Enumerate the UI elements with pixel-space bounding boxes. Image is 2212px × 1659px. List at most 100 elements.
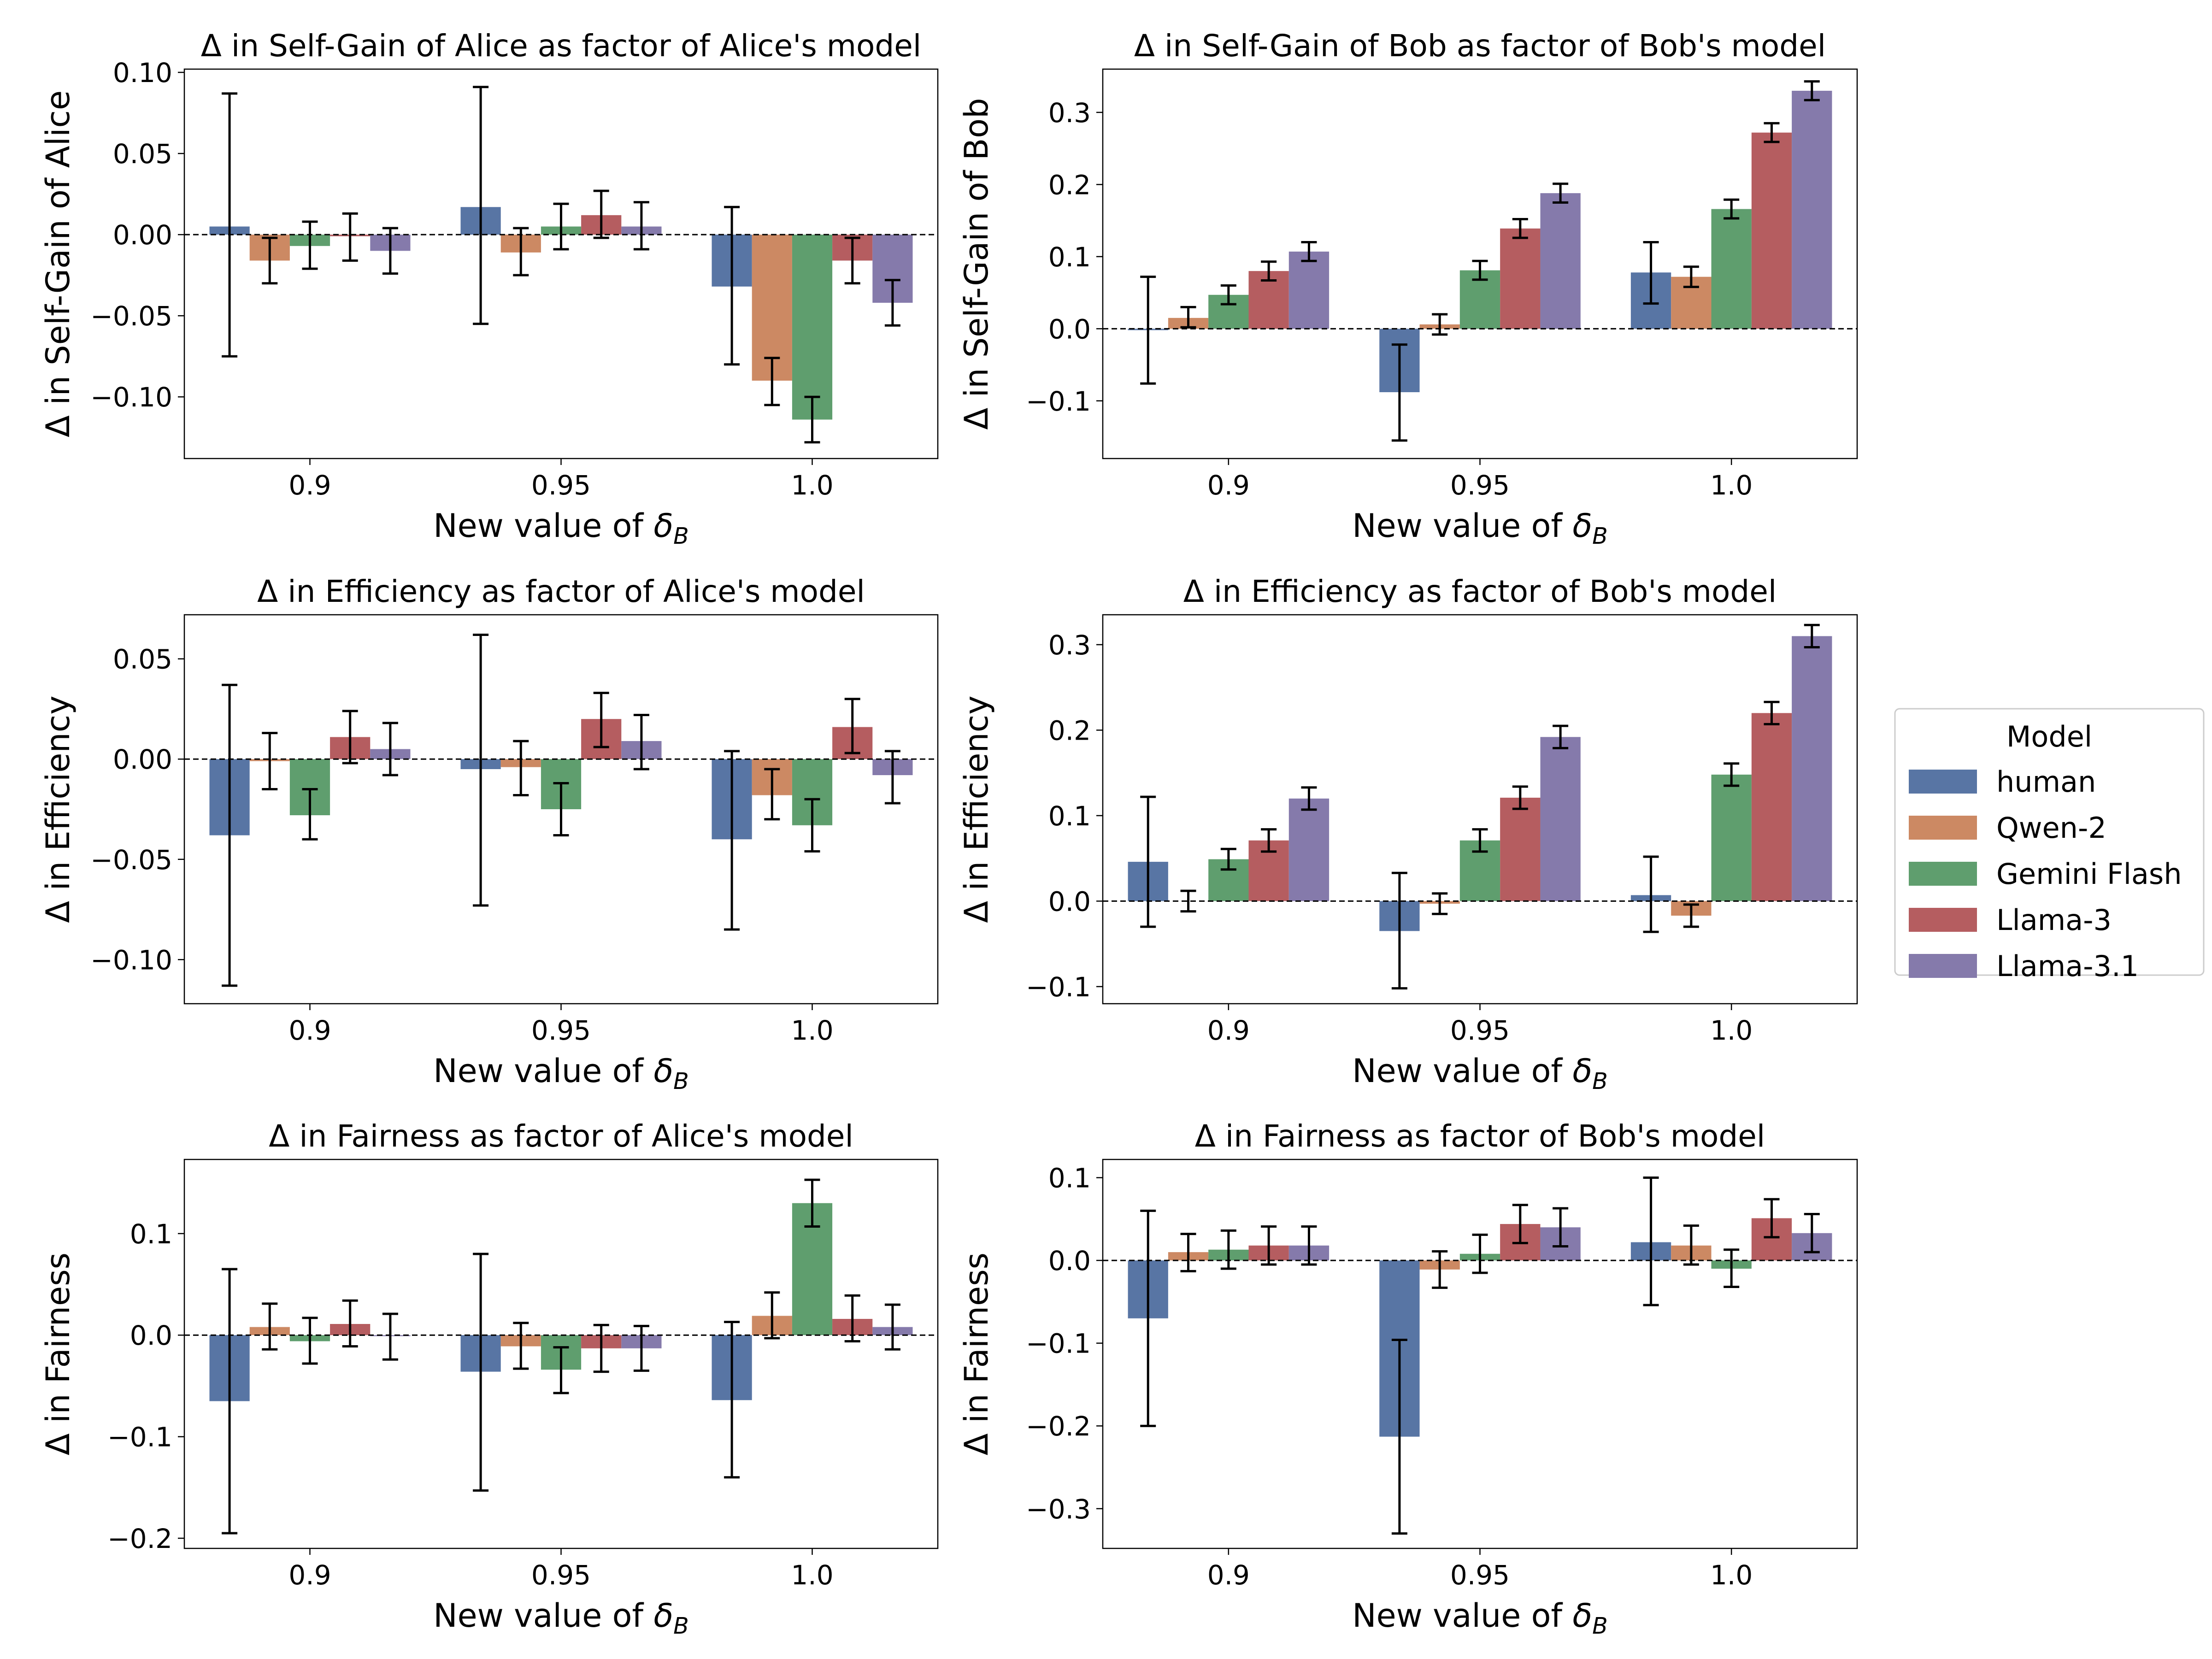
bar (1751, 713, 1792, 901)
legend-title: Model (2006, 720, 2092, 753)
chart-panel-5: Δ in Fairness as factor of Alice's model… (39, 1118, 939, 1639)
x-tick-label: 1.0 (1710, 1559, 1753, 1591)
chart-title: Δ in Fairness as factor of Bob's model (1195, 1118, 1765, 1154)
series-llama-3-1 (1288, 80, 1832, 329)
y-tick-label: 0.10 (113, 57, 172, 88)
bar (1500, 797, 1541, 901)
y-tick-label: −0.3 (1026, 1494, 1091, 1525)
y-tick-label: −0.1 (107, 1422, 172, 1453)
y-tick-label: 0.0 (1048, 1245, 1091, 1277)
chart-panel-4: Δ in Efficiency as factor of Bob's model… (958, 574, 1858, 1094)
y-tick-label: 0.00 (113, 744, 172, 775)
series-llama-3-1 (370, 714, 913, 805)
series-qwen-2 (1180, 889, 1712, 928)
series-human (1128, 1177, 1671, 1535)
chart-panel-6: Δ in Fairness as factor of Bob's model −0… (958, 1118, 1858, 1639)
x-axis-label: New value of δB (433, 507, 689, 549)
y-axis-label: Δ in Self-Gain of Bob (958, 98, 995, 430)
x-tick-label: 0.95 (1450, 1559, 1510, 1591)
x-tick-label: 1.0 (1710, 1015, 1753, 1046)
series-human (1128, 241, 1671, 442)
y-axis-label: Δ in Efficiency (39, 695, 77, 923)
y-tick-label: −0.1 (1026, 971, 1091, 1003)
bar (1711, 774, 1752, 901)
x-tick-label: 1.0 (791, 1015, 833, 1046)
x-axis-label: New value of δB (1352, 1597, 1608, 1639)
legend-label: Gemini Flash (1996, 857, 2182, 891)
x-axis-label: New value of δB (433, 1052, 689, 1094)
series-qwen-2 (1168, 265, 1712, 336)
x-tick-label: 0.9 (1207, 1559, 1250, 1591)
x-tick-label: 0.9 (288, 1015, 331, 1046)
y-tick-label: 0.1 (1048, 800, 1091, 832)
series-llama-3-1 (1288, 1207, 1832, 1266)
series-qwen-2 (249, 1291, 792, 1370)
y-tick-label: 0.05 (113, 644, 172, 675)
bar (1500, 228, 1541, 329)
x-tick-label: 0.95 (531, 1015, 591, 1046)
series-gemini-flash (1208, 198, 1752, 329)
y-tick-label: 0.3 (1048, 629, 1091, 661)
y-tick-label: −0.10 (90, 944, 172, 976)
chart-title: Δ in Efficiency as factor of Bob's model (1183, 574, 1777, 609)
y-tick-label: 0.1 (1048, 1163, 1091, 1194)
y-tick-label: 0.1 (130, 1218, 172, 1250)
y-tick-label: −0.1 (1026, 386, 1091, 417)
legend-label: Llama-3 (1996, 903, 2112, 937)
y-tick-label: −0.10 (90, 382, 172, 413)
y-tick-label: −0.05 (90, 300, 172, 332)
series-llama-3 (330, 692, 873, 765)
chart-panels: Δ in Self-Gain of Alice as factor of Ali… (39, 28, 1858, 1639)
y-tick-label: −0.05 (90, 844, 172, 876)
x-axis-label: New value of δB (1352, 1052, 1608, 1094)
bar (1792, 636, 1832, 901)
x-tick-label: 0.9 (1207, 1015, 1250, 1046)
series-human (209, 634, 752, 987)
y-axis-label: Δ in Self-Gain of Alice (39, 90, 77, 437)
legend-swatch (1909, 816, 1977, 840)
x-tick-label: 0.95 (531, 470, 591, 501)
series-llama-3-1 (370, 1303, 913, 1372)
chart-title: Δ in Efficiency as factor of Alice's mod… (257, 574, 865, 609)
series-llama-3-1 (370, 201, 913, 327)
chart-title: Δ in Self-Gain of Bob as factor of Bob's… (1134, 28, 1826, 64)
y-tick-label: 0.00 (113, 219, 172, 251)
series-llama-3 (1248, 1198, 1792, 1266)
y-tick-label: −0.1 (1026, 1328, 1091, 1359)
series-llama-3 (330, 189, 873, 285)
bar (792, 235, 833, 420)
bar (1540, 737, 1581, 901)
series-human (209, 1253, 752, 1535)
legend-label: human (1996, 765, 2096, 799)
series-llama-3 (330, 1294, 873, 1373)
bar (1711, 209, 1752, 329)
series-gemini-flash (289, 1178, 833, 1394)
series-gemini-flash (289, 202, 833, 444)
series-llama-3 (1248, 122, 1792, 329)
series-gemini-flash (1208, 1229, 1752, 1288)
series-qwen-2 (1168, 1224, 1712, 1289)
series-gemini-flash (289, 759, 833, 853)
x-tick-label: 1.0 (791, 1559, 833, 1591)
bar (1751, 132, 1792, 329)
legend-label: Llama-3.1 (1996, 949, 2139, 983)
legend-swatch (1909, 770, 1977, 794)
plot-frame (1102, 1159, 1858, 1549)
series-qwen-2 (249, 227, 792, 406)
x-tick-label: 0.95 (1450, 1015, 1510, 1046)
legend-swatch (1909, 954, 1977, 978)
series-human (209, 86, 752, 366)
series-qwen-2 (249, 732, 792, 821)
series-llama-3 (1248, 700, 1792, 901)
bar (752, 235, 792, 381)
bar (1792, 90, 1832, 329)
chart-panel-2: Δ in Self-Gain of Bob as factor of Bob's… (958, 28, 1858, 549)
y-tick-label: −0.2 (107, 1523, 172, 1554)
legend: Model human Qwen-2 Gemini Flash Llama-3 Llama… (1894, 708, 2205, 983)
x-tick-label: 0.95 (531, 1559, 591, 1591)
y-tick-label: 0.0 (1048, 313, 1091, 345)
y-tick-label: −0.2 (1026, 1411, 1091, 1442)
chart-title: Δ in Fairness as factor of Alice's model (269, 1118, 853, 1154)
y-tick-label: 0.3 (1048, 97, 1091, 129)
